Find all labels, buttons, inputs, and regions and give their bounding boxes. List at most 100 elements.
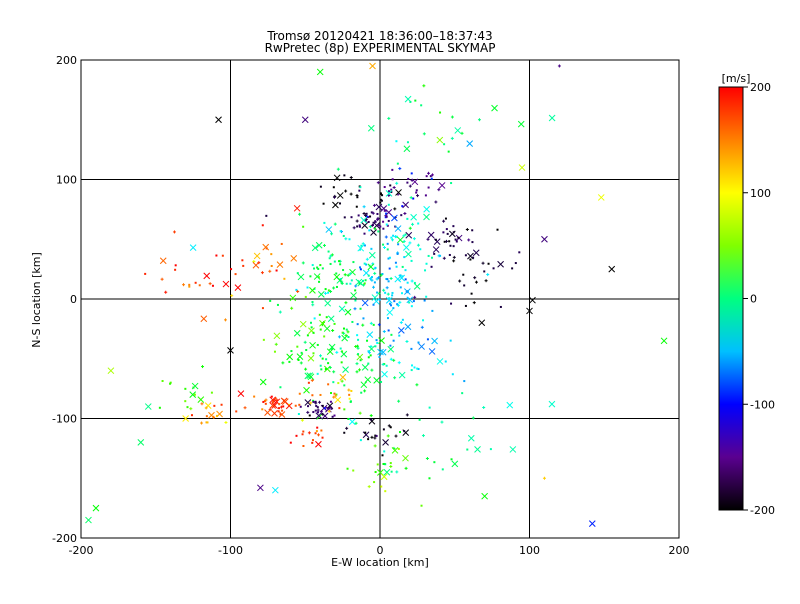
data-point (329, 262, 332, 265)
data-point (337, 382, 340, 385)
data-point-plus (412, 237, 416, 241)
data-point-cross-stroke (308, 327, 315, 335)
data-point-plus (409, 196, 413, 200)
data-point (430, 265, 433, 268)
data-point-plus (427, 171, 431, 175)
data-point (367, 362, 370, 365)
data-point-cross (315, 241, 323, 249)
data-point-cross (548, 114, 556, 122)
data-point (242, 264, 245, 267)
data-point (324, 288, 327, 291)
data-point-cross (377, 348, 384, 356)
data-point (390, 304, 393, 307)
data-point (376, 341, 379, 344)
data-point-plus (329, 254, 333, 258)
data-point-cross (423, 213, 430, 221)
data-point (397, 243, 400, 246)
data-point-cross (259, 378, 267, 386)
data-point-cross (285, 402, 293, 410)
data-point-plus (413, 295, 417, 299)
data-point (348, 393, 351, 396)
data-point (384, 291, 387, 294)
data-point-plus (372, 203, 376, 207)
data-point-cross-stroke (509, 446, 517, 453)
x-axis-label: E-W location [km] (331, 556, 429, 569)
data-point-cross (313, 273, 321, 280)
y-tick-label: 200 (56, 54, 77, 67)
data-point-cross-stroke (402, 454, 409, 462)
data-point-plus (382, 288, 386, 292)
data-point-cross (467, 252, 474, 260)
data-point-cross-stroke (316, 68, 324, 76)
data-point (415, 189, 418, 192)
data-point (386, 242, 389, 245)
data-point-cross-stroke (215, 116, 222, 124)
data-point (390, 333, 393, 336)
data-point-plus (387, 193, 391, 197)
data-point-cross (276, 261, 284, 269)
data-point (320, 429, 323, 432)
data-point (313, 267, 316, 270)
data-point-cross-stroke (271, 402, 279, 409)
data-point-cross (369, 62, 376, 70)
data-point-plus (200, 402, 204, 406)
data-point-cross (309, 341, 316, 349)
data-point (381, 194, 384, 197)
data-point-cross (373, 222, 381, 229)
data-point-cross-stroke (107, 367, 115, 375)
data-point-plus (264, 398, 268, 402)
data-point-plus (319, 410, 323, 414)
data-point (379, 225, 382, 228)
data-point-cross (264, 409, 271, 416)
data-point (483, 270, 486, 273)
data-point-plus (316, 433, 320, 437)
data-point-plus (486, 273, 490, 277)
data-point (410, 305, 413, 308)
data-point-plus (450, 136, 454, 140)
data-point-cross-stroke (334, 396, 342, 404)
data-point (514, 262, 517, 265)
data-point-cross-stroke (350, 292, 357, 299)
data-point-cross-stroke (391, 214, 398, 222)
data-point (462, 273, 465, 276)
data-point-cross (297, 273, 305, 281)
data-point-plus (370, 368, 374, 372)
data-point-plus (361, 323, 365, 327)
data-point (406, 181, 409, 184)
data-point-cross-stroke (189, 391, 197, 398)
data-point-cross-stroke (342, 366, 349, 373)
data-point-plus (383, 246, 387, 250)
data-point (325, 316, 328, 319)
data-point-cross-stroke (406, 296, 414, 304)
colorbar-tick-label: 0 (750, 293, 757, 306)
data-point (401, 292, 404, 295)
data-point-cross (436, 358, 444, 365)
data-point-cross (660, 337, 668, 345)
data-point (387, 190, 390, 193)
data-point (339, 202, 342, 205)
data-point-cross-stroke (182, 415, 190, 422)
data-point (428, 406, 431, 409)
data-point-cross-stroke (307, 373, 315, 381)
data-point (321, 436, 324, 439)
data-point (444, 217, 447, 220)
grid-lines (81, 60, 679, 538)
data-point-cross-stroke (92, 504, 100, 512)
data-point (357, 214, 360, 217)
data-point-plus (458, 279, 462, 283)
data-point (434, 238, 437, 241)
data-point-cross (404, 288, 411, 295)
chart-title: Tromsø 20120421 18:36:00–18:37:43 (266, 29, 492, 43)
data-point (315, 404, 318, 407)
data-point (339, 263, 342, 266)
data-point-cross-stroke (438, 182, 446, 189)
data-point (417, 222, 420, 225)
data-point (396, 252, 399, 255)
data-point-cross-stroke (385, 297, 393, 304)
data-point (348, 397, 351, 400)
data-point-cross-stroke (588, 520, 596, 528)
data-point (358, 225, 361, 228)
y-tick-label: 0 (70, 293, 77, 306)
data-point-plus (344, 189, 348, 193)
data-point-cross-stroke (391, 447, 399, 454)
